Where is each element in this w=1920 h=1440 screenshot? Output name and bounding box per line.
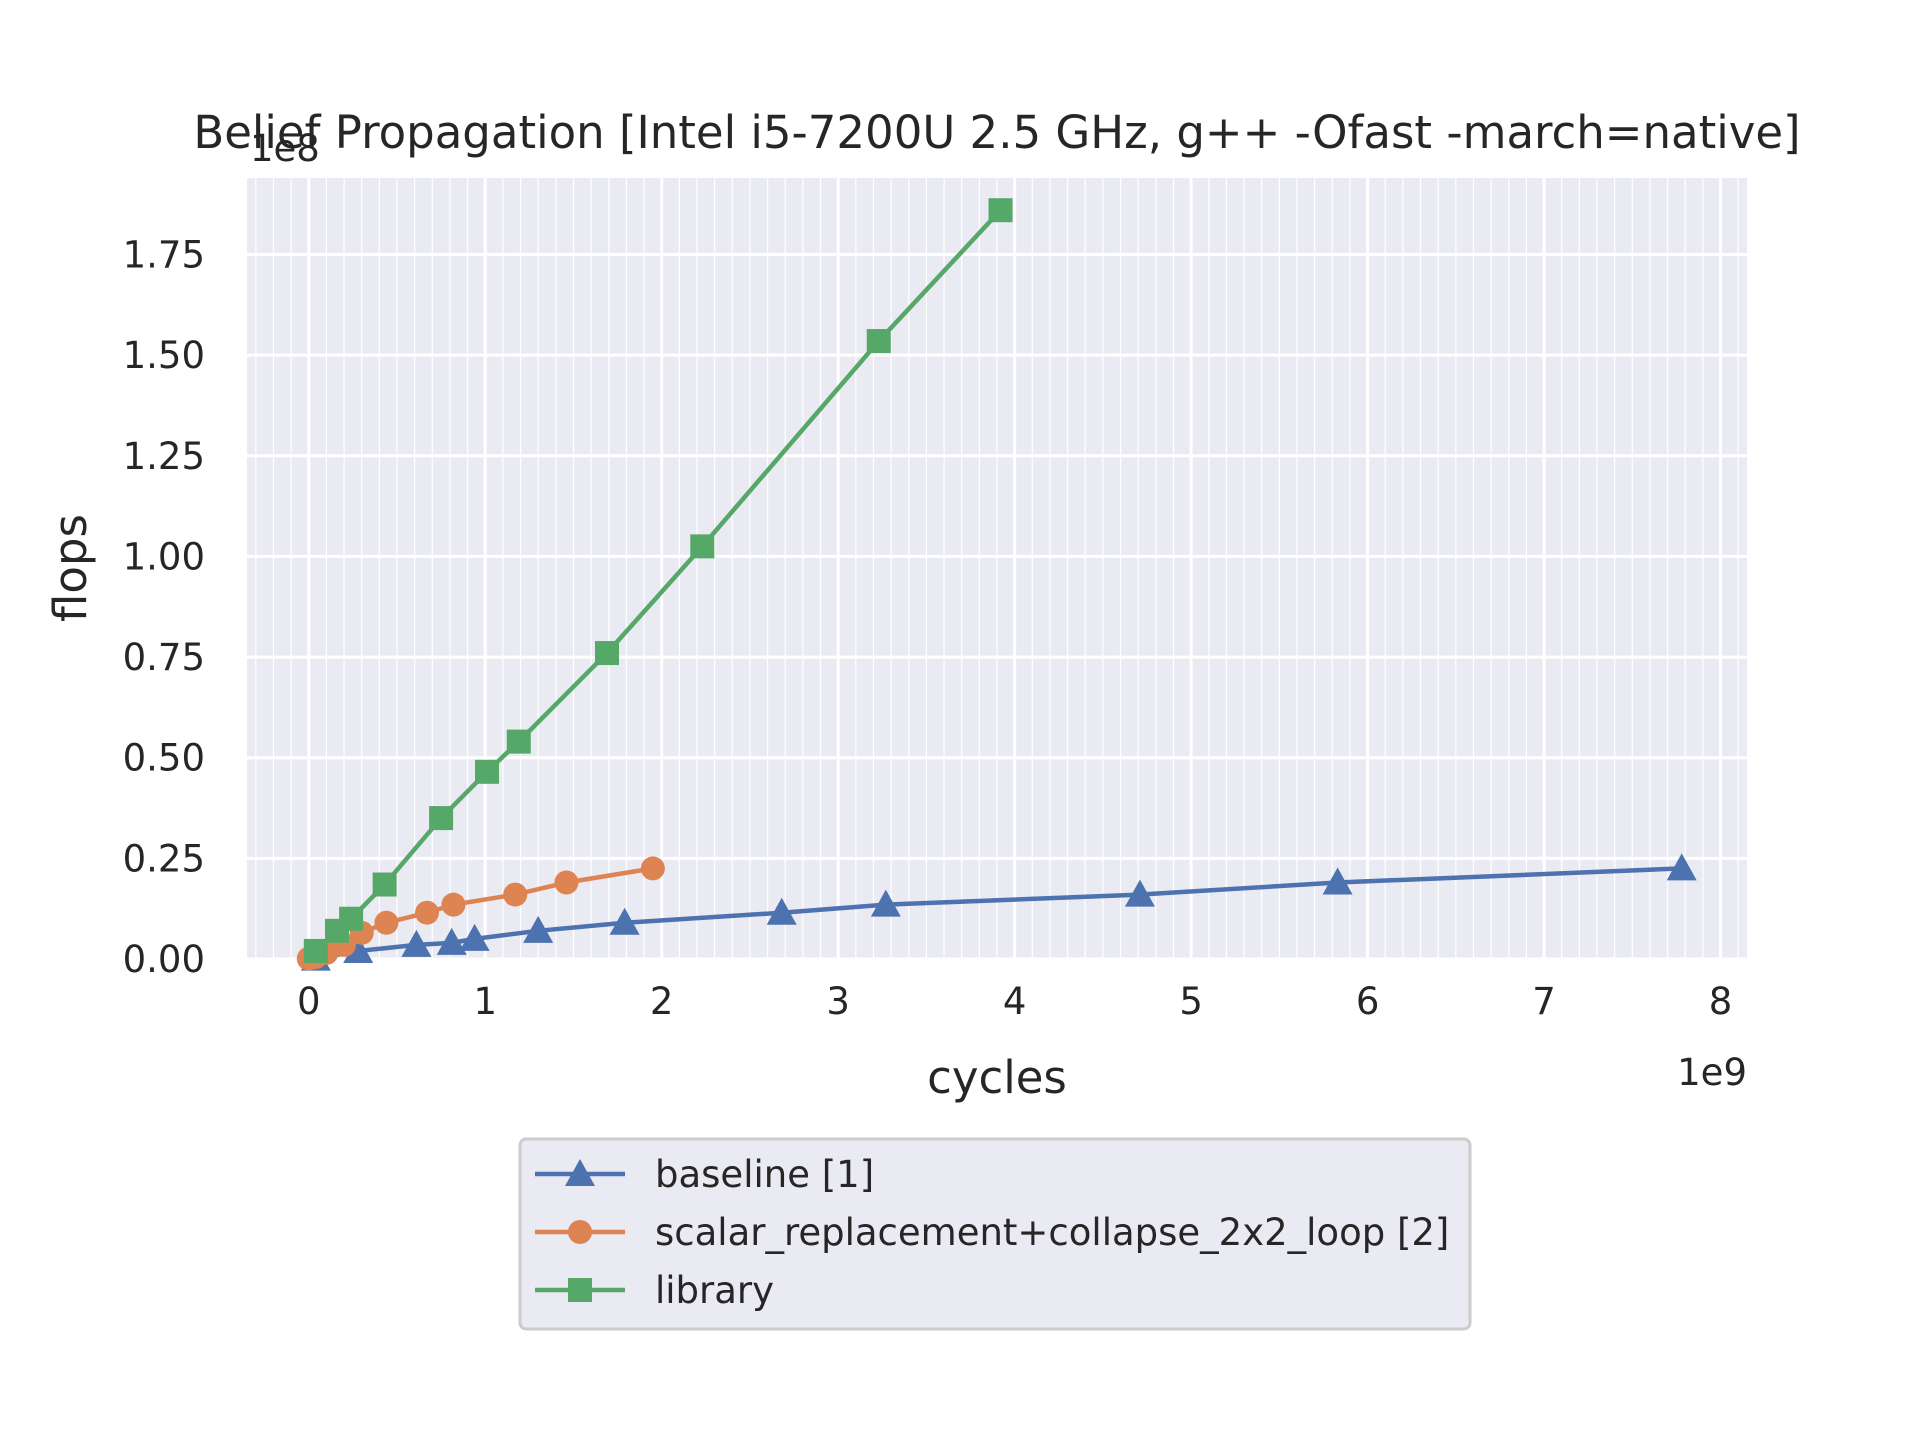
data-point — [475, 759, 499, 784]
data-point — [988, 198, 1013, 223]
data-point — [1322, 867, 1353, 895]
data-point — [372, 872, 397, 897]
x-tick-label: 1 — [473, 980, 497, 1023]
data-point — [506, 729, 531, 754]
data-point — [339, 906, 364, 931]
x-tick-label: 7 — [1532, 980, 1556, 1023]
x-tick-label: 6 — [1356, 980, 1380, 1023]
data-point — [436, 927, 467, 955]
data-point — [609, 907, 640, 935]
y-tick-label: 0.50 — [123, 737, 205, 780]
y-tick-label: 0.75 — [123, 636, 205, 679]
data-point — [441, 892, 466, 917]
x-tick-labels: 0 1 2 3 4 5 6 7 8 — [297, 980, 1732, 1023]
legend-label: baseline [1] — [655, 1153, 874, 1196]
y-tick-label: 1.75 — [123, 233, 205, 276]
legend: baseline [1] scalar_replacement+collapse_… — [518, 1137, 1472, 1331]
data-point — [401, 929, 432, 957]
legend-marker — [568, 1278, 592, 1302]
x-tick-label: 3 — [826, 980, 850, 1023]
data-point — [1124, 879, 1155, 907]
data-point — [870, 889, 901, 917]
data-point — [415, 900, 439, 925]
legend-entry: library — [535, 1269, 774, 1312]
data-point — [640, 856, 665, 881]
data-point — [429, 806, 454, 831]
x-tick-label: 0 — [297, 980, 321, 1023]
major-grid — [247, 178, 1747, 961]
legend-marker — [565, 1159, 595, 1186]
legend-marker — [568, 1220, 592, 1244]
x-tick-label: 8 — [1709, 980, 1733, 1023]
y-axis-title: flops — [44, 514, 97, 622]
chart-title: Belief Propagation [Intel i5-7200U 2.5 G… — [193, 106, 1800, 159]
data-point — [1666, 853, 1697, 881]
data-point — [766, 897, 797, 925]
y-tick-labels: 0.00 0.25 0.50 0.75 1.00 1.25 1.50 1.75 — [123, 233, 205, 981]
x-offset-label: 1e9 — [1677, 1051, 1747, 1094]
y-tick-label: 1.25 — [123, 435, 205, 478]
x-tick-label: 2 — [650, 980, 674, 1023]
series-layer — [296, 198, 1697, 971]
y-offset-label: 1e8 — [250, 127, 320, 170]
data-point — [459, 923, 490, 951]
legend-entries: baseline [1] scalar_replacement+collapse_… — [535, 1153, 1449, 1312]
legend-label: library — [655, 1269, 774, 1312]
legend-entry: baseline [1] — [535, 1153, 874, 1196]
data-point — [374, 910, 399, 935]
legend-entry: scalar_replacement+collapse_2x2_loop [2] — [535, 1211, 1449, 1254]
data-point — [866, 329, 891, 354]
legend-box — [518, 1137, 1472, 1331]
series-2 — [303, 198, 1013, 963]
data-point — [503, 882, 528, 907]
y-tick-label: 0.25 — [123, 837, 205, 880]
data-point — [303, 938, 328, 963]
x-tick-label: 4 — [1003, 980, 1027, 1023]
data-point — [595, 641, 619, 666]
y-tick-label: 1.00 — [123, 535, 205, 578]
legend-label: scalar_replacement+collapse_2x2_loop [2] — [655, 1211, 1449, 1254]
series-line — [315, 866, 1682, 961]
x-tick-label: 5 — [1179, 980, 1203, 1023]
y-tick-label: 0.00 — [123, 938, 205, 981]
y-tick-label: 1.50 — [123, 334, 205, 377]
data-point — [690, 534, 715, 559]
x-axis-title: cycles — [927, 1051, 1067, 1104]
data-point — [523, 915, 554, 943]
data-point — [343, 935, 374, 963]
series-0 — [300, 853, 1697, 971]
data-point — [554, 870, 579, 895]
